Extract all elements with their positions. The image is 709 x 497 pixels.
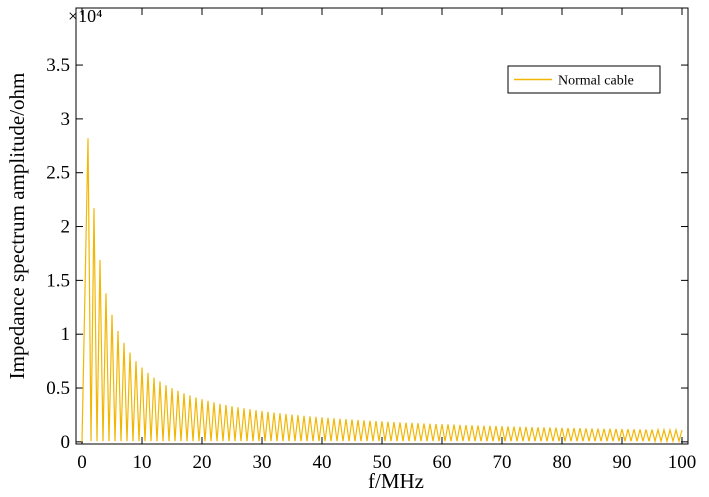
y-tick-label: 0.5 [46, 378, 70, 399]
x-tick-label: 100 [668, 452, 697, 473]
x-tick-label: 50 [373, 452, 392, 473]
y-tick-label: 2 [61, 217, 71, 238]
x-tick-label: 40 [313, 452, 332, 473]
x-tick-label: 30 [253, 452, 272, 473]
y-tick-label: 2.5 [46, 163, 70, 184]
line-series [81, 138, 683, 444]
y-tick-label: 3.5 [46, 55, 70, 76]
x-tick-label: 60 [433, 452, 452, 473]
y-multiplier: ×10⁴ [68, 6, 102, 26]
legend-label: Normal cable [558, 74, 634, 89]
y-tick-label: 3 [61, 109, 71, 130]
x-tick-label: 0 [77, 452, 87, 473]
x-axis-label: f/MHz [368, 469, 424, 493]
x-tick-label: 80 [553, 452, 572, 473]
x-tick-label: 20 [193, 452, 212, 473]
y-axis-label: Impedance spectrum amplitude/ohm [5, 73, 29, 380]
x-tick-label: 90 [613, 452, 632, 473]
x-tick-label: 10 [133, 452, 152, 473]
y-tick-label: 0 [61, 432, 71, 453]
y-tick-label: 1 [61, 324, 71, 345]
y-tick-label: 1.5 [46, 270, 70, 291]
x-tick-label: 70 [493, 452, 512, 473]
